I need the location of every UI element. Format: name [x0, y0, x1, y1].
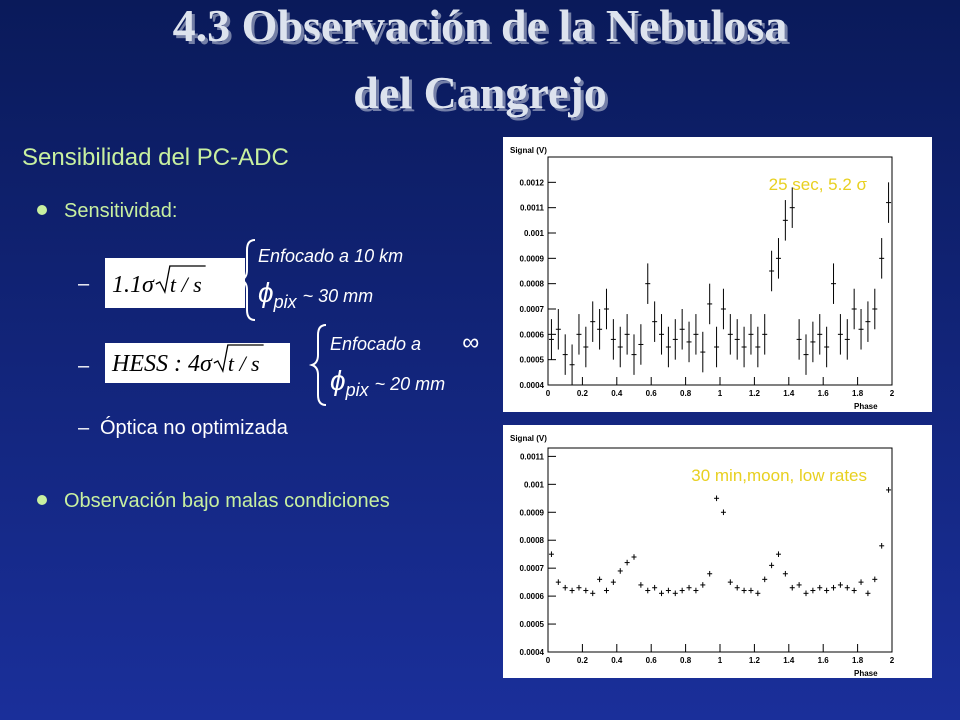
x-tick-label: 1.2: [749, 656, 761, 665]
x-tick-label: 1.4: [783, 389, 795, 398]
x-tick-label: 1.6: [818, 389, 830, 398]
formula: HESS : 4σ t / s: [111, 344, 264, 377]
x-tick-label: 1: [718, 389, 723, 398]
x-tick-label: 1.4: [783, 656, 795, 665]
x-tick-label: 0.2: [577, 389, 589, 398]
y-tick-label: 0.0007: [520, 305, 545, 314]
x-tick-label: 1.8: [852, 656, 864, 665]
title-shadow: del Cangrejo: [356, 70, 609, 121]
y-tick-label: 0.0008: [520, 280, 545, 289]
formula-prefix: 1.1σ: [112, 272, 155, 298]
y-tick-label: 0.0004: [520, 648, 545, 657]
x-tick-label: 1.8: [852, 389, 864, 398]
brace-text: Enfocado a 10 km: [258, 246, 403, 266]
formula-radicand: t / s: [228, 351, 260, 376]
subscript: pix: [273, 292, 298, 312]
bullet-dot: [37, 205, 47, 215]
y-tick-label: 0.0004: [520, 381, 545, 390]
dash: –: [78, 273, 90, 295]
formula-radicand: t / s: [170, 272, 202, 297]
sub-bullet: Óptica no optimizada: [100, 416, 289, 439]
annotation: 25 sec, 5.2 σ: [769, 175, 868, 194]
bullet: Observación bajo malas condiciones: [64, 490, 390, 512]
brace-text: Enfocado a: [330, 334, 421, 354]
chart-panel: [503, 425, 932, 678]
x-tick-label: 0: [546, 656, 551, 665]
x-tick-label: 0.6: [646, 656, 658, 665]
brace-symbol: ∞: [462, 329, 479, 356]
y-tick-label: 0.0006: [520, 592, 545, 601]
x-tick-label: 0: [546, 389, 551, 398]
y-axis-title: Signal (V): [510, 146, 547, 155]
size: ~ 20 mm: [375, 374, 446, 394]
brace-text: ϕpix ~ 20 mm: [330, 365, 445, 400]
annotation: 30 min,moon, low rates: [691, 466, 867, 485]
x-tick-label: 2: [890, 389, 895, 398]
y-tick-label: 0.0012: [520, 178, 545, 187]
symbol: ϕ: [258, 277, 274, 308]
y-tick-label: 0.0005: [520, 620, 545, 629]
dash: –: [78, 355, 90, 377]
brace: [237, 239, 256, 321]
y-tick-label: 0.0011: [520, 204, 545, 213]
brace: [308, 324, 327, 406]
y-tick-label: 0.0008: [520, 536, 545, 545]
subtitle: Sensibilidad del PC-ADC: [22, 144, 289, 171]
dash: –: [78, 417, 90, 439]
radical: [213, 344, 264, 374]
subscript: pix: [345, 380, 370, 400]
bullet-dot: [37, 495, 47, 505]
chart-panel: [503, 137, 932, 412]
x-axis-title: Phase: [854, 669, 878, 678]
title-shadow: 4.3 Observación de la Nebulosa: [176, 3, 791, 54]
x-tick-label: 0.4: [611, 389, 623, 398]
formula-box: [105, 343, 290, 383]
y-tick-label: 0.0011: [520, 452, 545, 461]
formula: 1.1σ t / s: [112, 265, 206, 298]
y-tick-label: 0.0009: [520, 254, 545, 263]
x-tick-label: 2: [890, 656, 895, 665]
y-tick-label: 0.0007: [520, 564, 545, 573]
y-axis-title: Signal (V): [510, 434, 547, 443]
size: ~ 30 mm: [303, 286, 374, 306]
symbol: ϕ: [330, 365, 346, 396]
radical: [155, 265, 206, 295]
y-tick-label: 0.0006: [520, 330, 545, 339]
x-tick-label: 1: [718, 656, 723, 665]
x-tick-label: 1.6: [818, 656, 830, 665]
x-tick-label: 0.4: [611, 656, 623, 665]
x-tick-label: 1.2: [749, 389, 761, 398]
x-tick-label: 0.6: [646, 389, 658, 398]
formula-prefix: HESS : 4σ: [111, 351, 213, 377]
x-tick-label: 0.8: [680, 389, 692, 398]
x-tick-label: 0.2: [577, 656, 589, 665]
brace-text: ϕpix ~ 30 mm: [258, 277, 373, 312]
title: 4.3 Observación de la Nebulosa: [173, 0, 788, 51]
y-tick-label: 0.0009: [520, 508, 545, 517]
y-tick-label: 0.001: [524, 480, 545, 489]
charts: Signal (V) Phase 25 sec, 5.2 σ 0.0004 0.0005…: [510, 146, 895, 678]
x-tick-label: 0.8: [680, 656, 692, 665]
title: del Cangrejo: [353, 67, 606, 118]
x-axis-title: Phase: [854, 402, 878, 411]
bullet: Sensitividad:: [64, 200, 177, 222]
y-tick-label: 0.0005: [520, 356, 545, 365]
y-tick-label: 0.001: [524, 229, 545, 238]
